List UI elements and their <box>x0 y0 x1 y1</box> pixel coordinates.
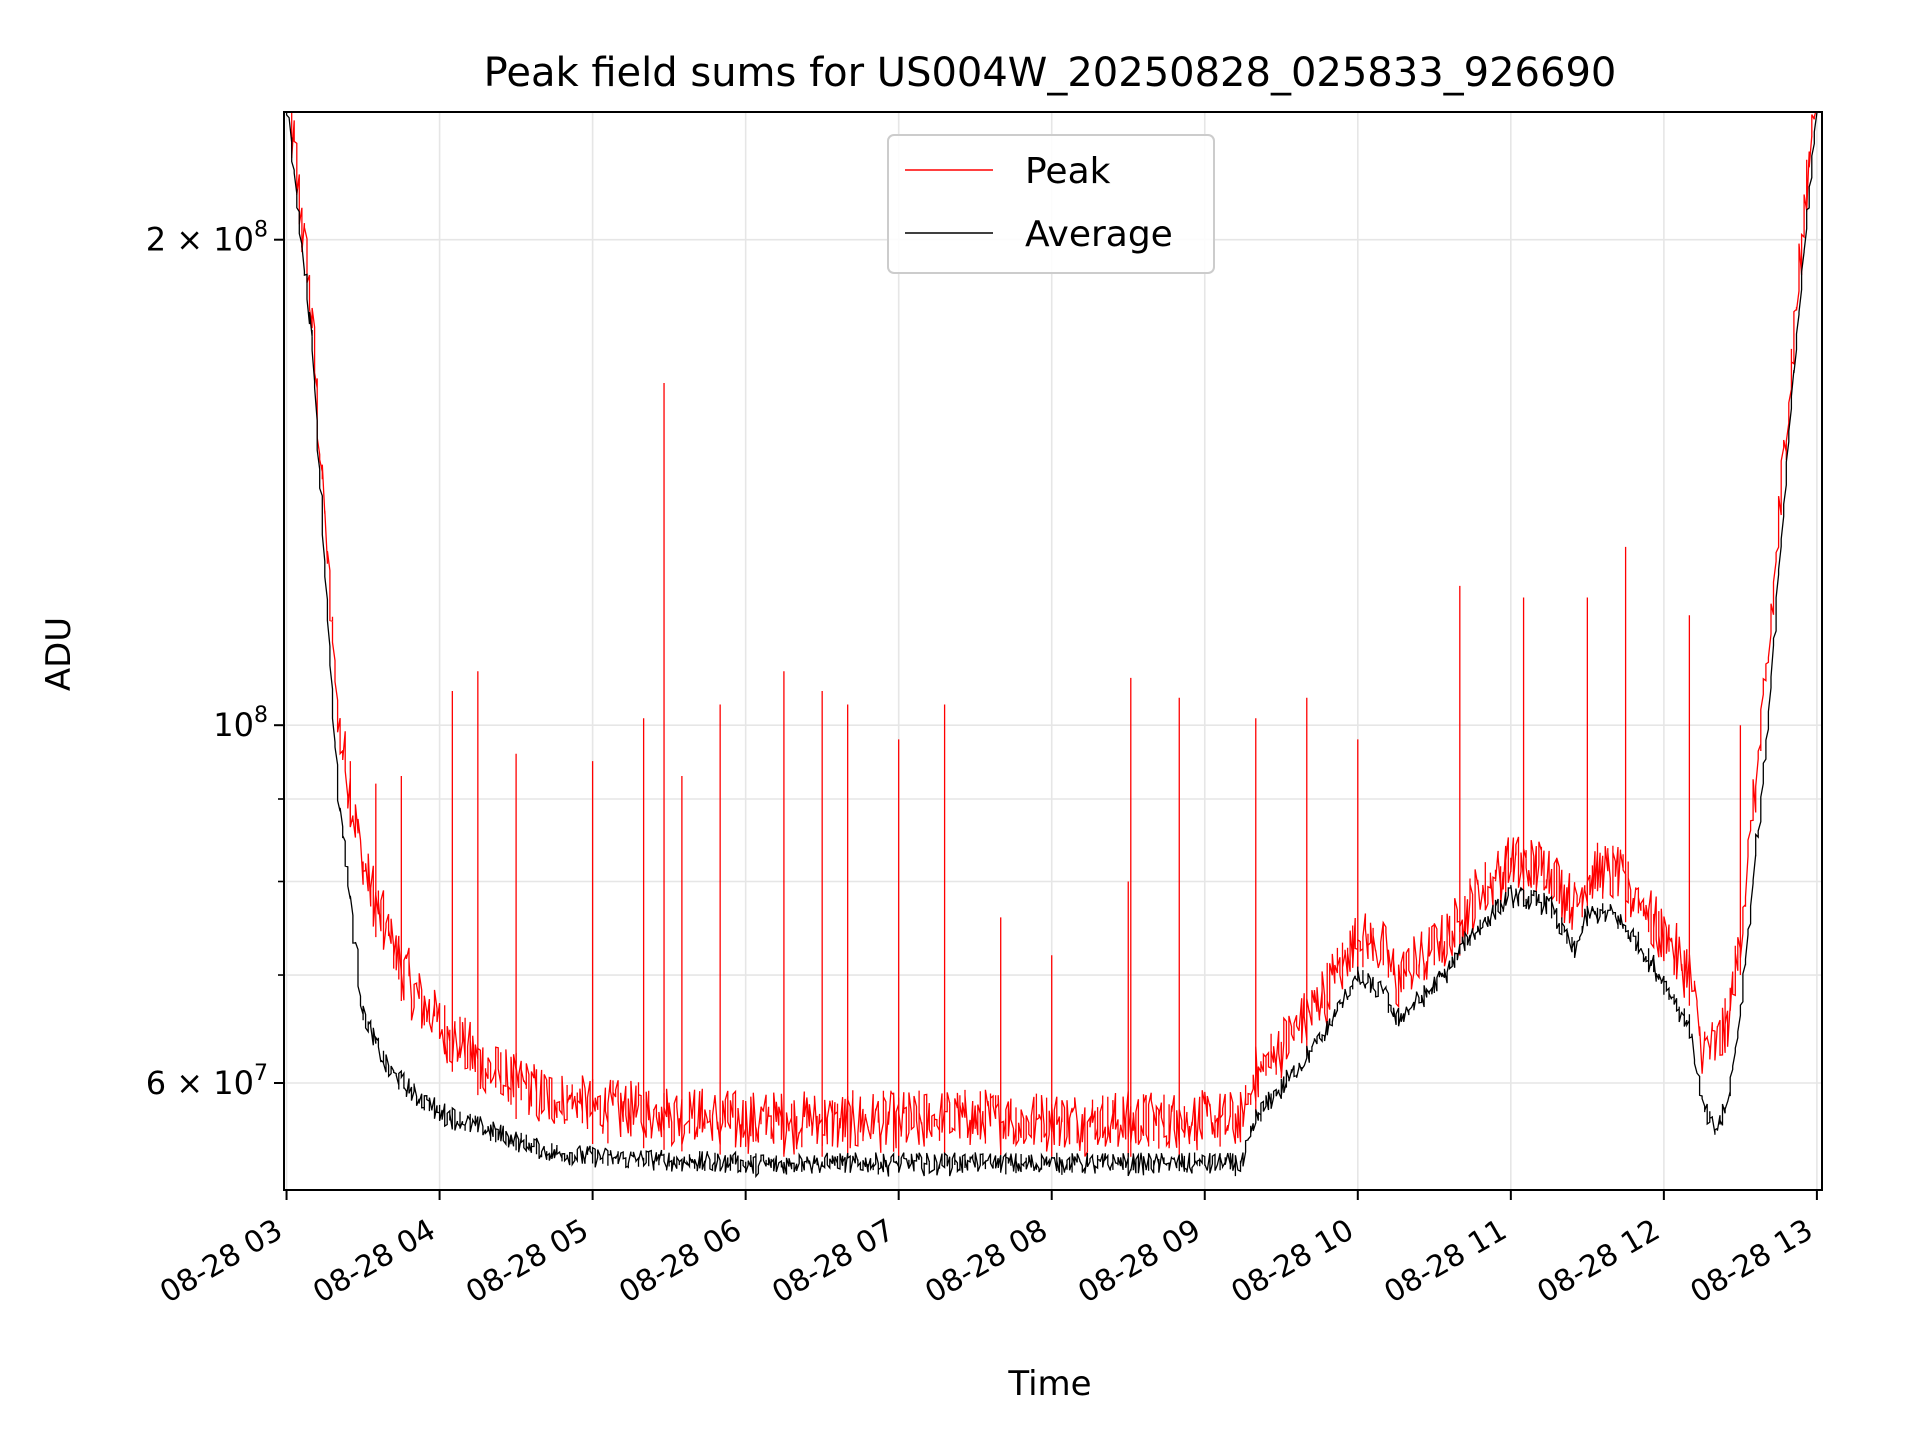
y-axis-label: ADU <box>39 617 79 691</box>
average-series-line <box>285 112 1818 1179</box>
y-tick-label: 108 <box>213 703 268 744</box>
plot-area <box>285 112 1818 1179</box>
x-axis-label: Time <box>1007 1364 1091 1404</box>
legend-peak-label: Peak <box>1025 151 1111 192</box>
plot-frame <box>283 111 1823 1191</box>
y-tick-label: 6 × 107 <box>146 1061 268 1102</box>
legend: Peak Average <box>887 134 1215 274</box>
legend-average-label: Average <box>1025 214 1173 255</box>
chart-title: Peak field sums for US004W_20250828_0258… <box>484 50 1617 96</box>
y-tick-label: 2 × 108 <box>146 218 268 259</box>
